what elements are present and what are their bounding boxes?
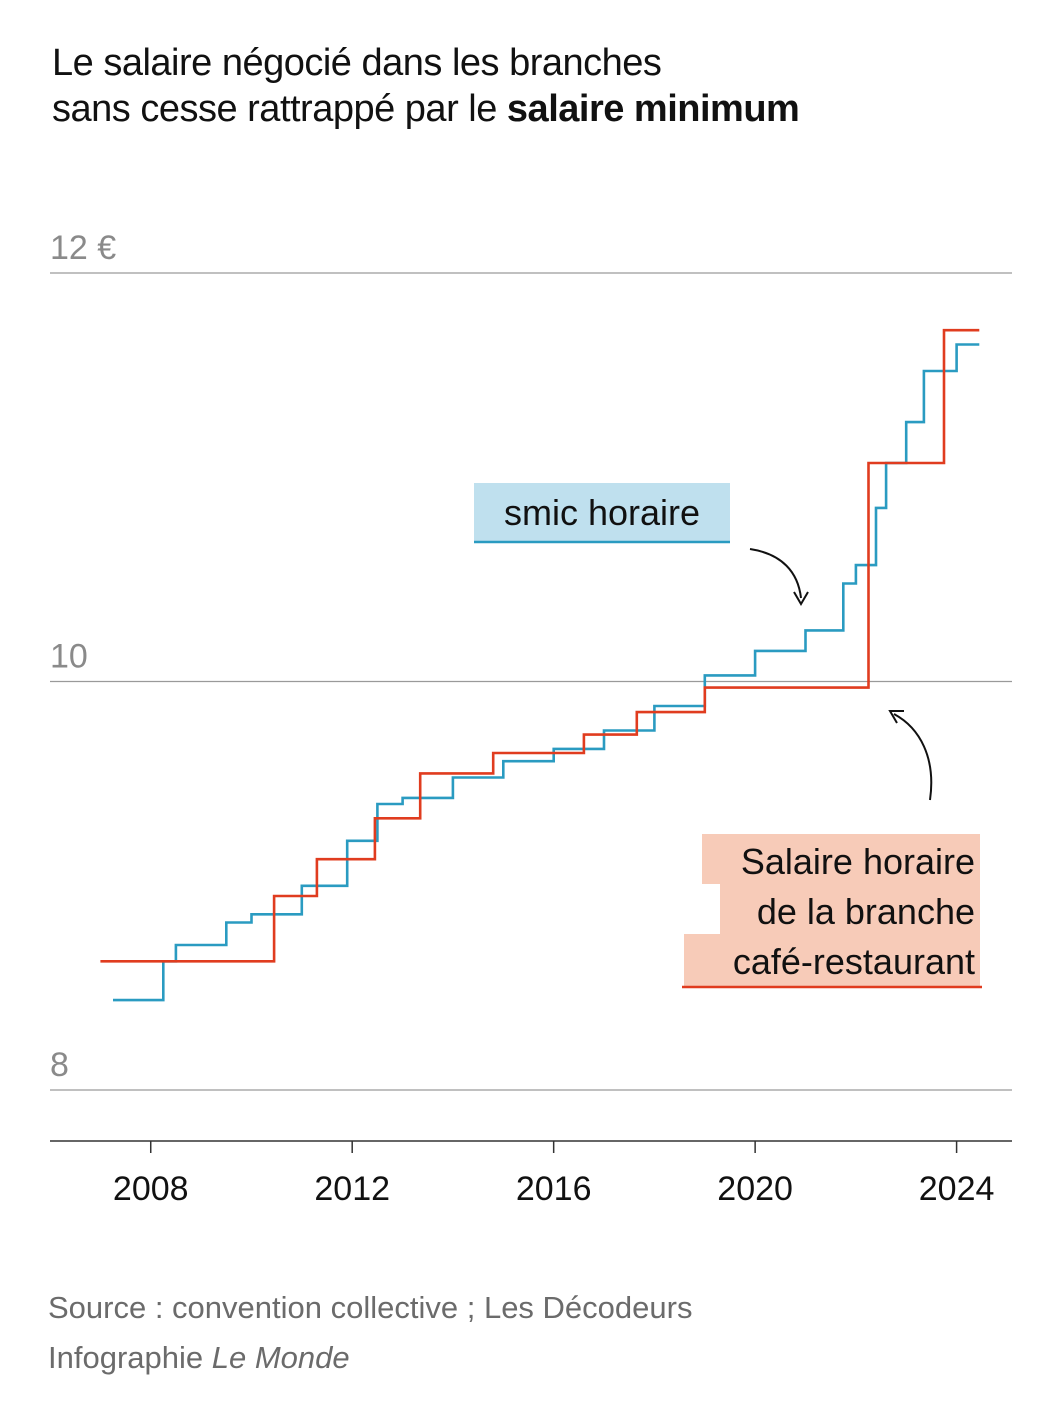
smic-arrow: [749, 548, 802, 599]
x-tick-label-2: 2016: [516, 1170, 592, 1208]
chart-title: Le salaire négocié dans les branches san…: [52, 40, 800, 132]
branche-label-background-2: [720, 884, 980, 934]
smic-label: smic horaire: [504, 492, 700, 533]
source-note: Source : convention collective ; Les Déc…: [48, 1283, 692, 1383]
smic-arrowhead: [793, 591, 809, 606]
y-tick-label-1: 10: [50, 638, 88, 676]
branche-label-line-3: café-restaurant: [733, 941, 975, 982]
y-tick-label-0: 12 €: [50, 229, 116, 267]
title-line-1: Le salaire négocié dans les branches: [52, 42, 662, 84]
series-lines: [100, 328, 980, 1002]
credit-text: Infographie Le Monde: [48, 1333, 692, 1383]
y-gridlines: [50, 272, 1012, 1091]
branche-label-line-2: de la branche: [757, 891, 975, 932]
chart: 12 € 10 8 2008 2012 2016 2020 2024 smic horair…: [50, 229, 1012, 1208]
x-tick-label-3: 2020: [717, 1170, 793, 1208]
title-line-2-bold: salaire minimum: [506, 88, 800, 130]
x-axis: 2008 2012 2016 2020 2024: [50, 1140, 1012, 1208]
title-line-2: sans cesse rattrappé par le salaire mini…: [52, 86, 800, 132]
branche-line: [100, 328, 980, 963]
branche-label-line-1: Salaire horaire: [741, 841, 975, 882]
source-text: Source : convention collective ; Les Déc…: [48, 1290, 693, 1325]
smic-label-background: [474, 483, 730, 541]
x-tick-label-4: 2024: [919, 1170, 995, 1208]
branche-arrow: [893, 713, 933, 801]
x-tick-label-1: 2012: [314, 1170, 390, 1208]
y-tick-label-2: 8: [50, 1046, 69, 1084]
smic-line: [113, 343, 980, 1002]
branche-label-background-1: [702, 834, 980, 884]
x-tick-label-0: 2008: [113, 1170, 189, 1208]
y-tick-labels: 12 € 10 8: [50, 229, 116, 1084]
branche-label-background-3: [684, 934, 980, 986]
branche-arrowhead: [888, 710, 904, 724]
title-line-2-prefix: sans cesse rattrappé par le: [52, 88, 507, 130]
credit-italic: Le Monde: [211, 1340, 350, 1375]
credit-prefix: Infographie: [48, 1340, 212, 1375]
